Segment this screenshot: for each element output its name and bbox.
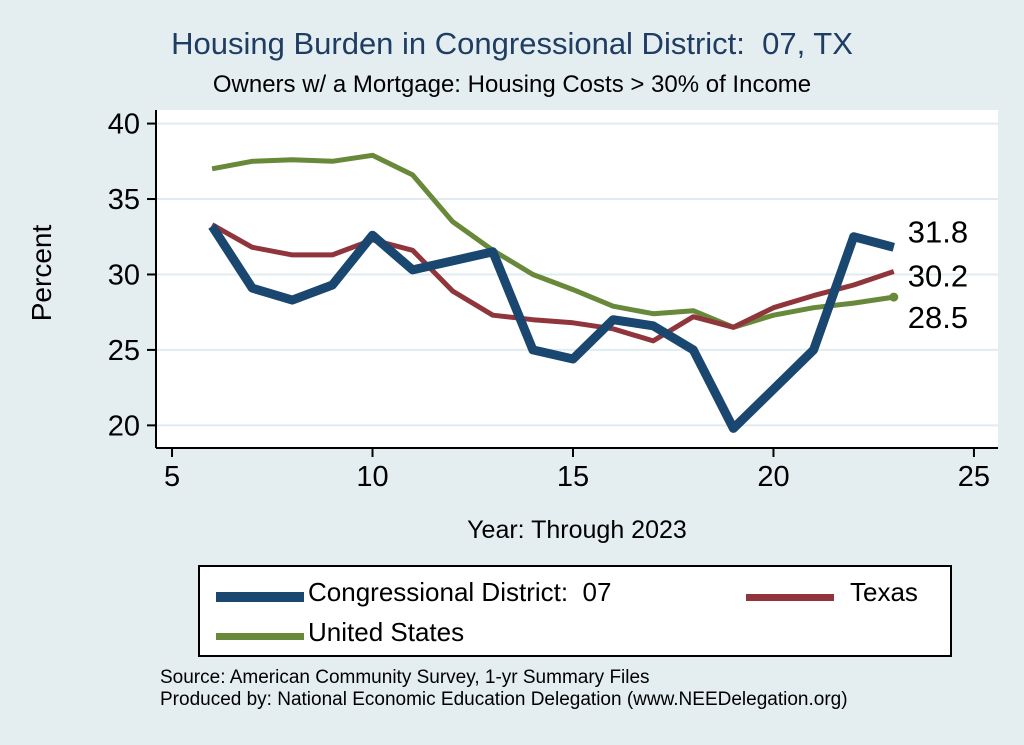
chart-title: Housing Burden in Congressional District…	[171, 26, 853, 61]
footer-source: Source: American Community Survey, 1-yr …	[160, 667, 650, 688]
y-axis-title: Percent	[26, 224, 57, 322]
legend-swatch-texas	[746, 594, 834, 601]
chart-canvas: 20 25 30 35 40 5 10 15 20 25 31.8 30.2 28.5	[108, 109, 998, 493]
x-tick-label: 5	[164, 461, 180, 493]
legend-label-us: United States	[308, 617, 465, 647]
series-line-united-states	[211, 152, 895, 330]
legend-label-texas: Texas	[850, 577, 918, 607]
end-value-label: 30.2	[908, 258, 968, 293]
x-axis-title: Year: Through 2023	[467, 516, 687, 544]
series-line-district-07	[208, 223, 895, 433]
plot-area: 20 25 30 35 40 5 10 15 20 25 31.8 30.2 28.5	[108, 109, 998, 493]
y-tick-label: 35	[108, 184, 140, 216]
legend: Congressional District: 07 Texas United …	[198, 565, 952, 657]
footer: Source: American Community Survey, 1-yr …	[160, 667, 848, 711]
series-end-marker	[889, 292, 899, 302]
x-tick-label: 10	[356, 461, 388, 493]
y-tick-label: 40	[108, 109, 140, 141]
legend-label-district: Congressional District: 07	[308, 577, 612, 607]
x-tick-label: 20	[757, 461, 789, 493]
y-tick-label: 30	[108, 259, 140, 291]
chart-subtitle: Owners w/ a Mortgage: Housing Costs > 30…	[212, 71, 812, 98]
y-tick-label: 20	[108, 410, 140, 442]
series-line-texas	[210, 222, 895, 344]
y-tick-label: 25	[108, 335, 140, 367]
legend-swatch-us	[216, 633, 304, 640]
end-value-label: 28.5	[908, 300, 968, 335]
legend-swatch-district	[216, 592, 304, 602]
end-value-label: 31.8	[908, 214, 968, 249]
x-tick-label: 15	[557, 461, 589, 493]
footer-produced-by: Produced by: National Economic Education…	[160, 689, 848, 710]
x-tick-label: 25	[958, 461, 990, 493]
